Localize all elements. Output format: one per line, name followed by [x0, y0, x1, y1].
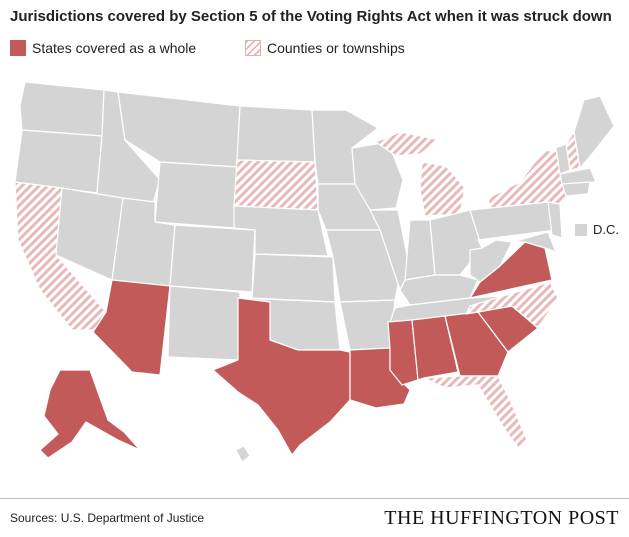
state-kansas [251, 253, 336, 303]
state-alabama [411, 315, 459, 381]
state-wyoming [154, 161, 238, 229]
state-west-virginia [469, 239, 513, 283]
state-connecticut-rhode-island [561, 181, 591, 197]
state-michigan-lower [419, 161, 466, 217]
state-arkansas [339, 299, 396, 351]
dc-swatch [575, 223, 587, 236]
state-new-jersey [547, 201, 563, 239]
state-alaska [39, 369, 141, 459]
state-washington [19, 81, 105, 137]
state-colorado [169, 224, 256, 293]
source-note: Sources: U.S. Department of Justice [10, 511, 205, 525]
legend-label-partial: Counties or townships [267, 40, 405, 56]
legend-item-whole: States covered as a whole [10, 40, 196, 56]
legend-label-whole: States covered as a whole [32, 40, 197, 56]
dc-label: D.C. [593, 222, 619, 237]
state-maryland-delaware [511, 231, 557, 253]
state-new-york [487, 149, 569, 209]
state-texas [212, 297, 351, 456]
state-new-mexico [167, 285, 241, 361]
state-north-dakota [236, 105, 316, 163]
publisher-logo: THE HUFFINGTON POST [384, 507, 619, 529]
state-north-carolina [465, 281, 559, 329]
state-michigan-upper [375, 131, 441, 157]
state-south-dakota [233, 159, 319, 211]
us-map [14, 81, 615, 463]
legend-item-partial: Counties or townships [245, 40, 405, 56]
state-arizona [92, 279, 171, 376]
state-florida [423, 375, 529, 451]
state-massachusetts [559, 167, 597, 185]
chart-title: Jurisdictions covered by Section 5 of th… [10, 8, 612, 25]
hatched-swatch [245, 40, 261, 56]
solid-swatch [10, 40, 26, 56]
dc-legend: D.C. [575, 222, 619, 237]
state-hawaii [235, 445, 251, 463]
footer-divider [0, 498, 629, 499]
legend: States covered as a whole Counties or to… [0, 40, 629, 60]
state-maine [573, 95, 615, 169]
